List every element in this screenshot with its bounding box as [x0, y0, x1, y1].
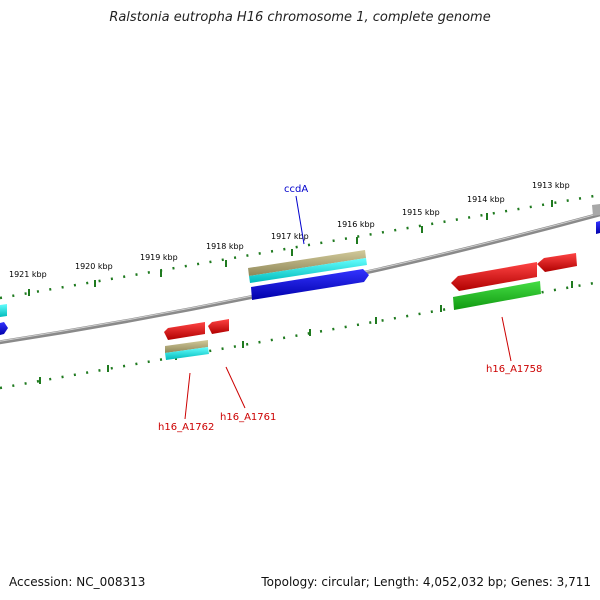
- gene-label-h16_A1758[interactable]: h16_A1758: [486, 364, 542, 375]
- upper-tick-ruler: [0, 193, 600, 300]
- tick-label: 1915 kbp: [402, 208, 440, 217]
- h16_A1761-leader-line: [225, 366, 246, 409]
- genome-title: Ralstonia eutropha H16 chromosome 1, com…: [109, 10, 491, 25]
- feature-misc[interactable]: [248, 250, 366, 276]
- gene-forward-arrow[interactable]: [596, 221, 600, 234]
- gene-ccdA-arrow[interactable]: [251, 269, 369, 300]
- tick-label: 1920 kbp: [75, 262, 113, 271]
- gene-h16_A1761-arrow[interactable]: [208, 319, 229, 334]
- gene-h16_A1762-arrow[interactable]: [164, 322, 205, 340]
- tick-label: 1919 kbp: [140, 253, 178, 262]
- genome-summary-text: Topology: circular; Length: 4,052,032 bp…: [261, 575, 591, 589]
- feature-cds[interactable]: [165, 347, 209, 360]
- gene-label-h16_A1761[interactable]: h16_A1761: [220, 412, 276, 423]
- feature-cds[interactable]: [249, 258, 367, 283]
- tick-label: 1916 kbp: [337, 220, 375, 229]
- tick-label: 1921 kbp: [9, 270, 47, 279]
- feature-misc[interactable]: [165, 340, 208, 353]
- feature-rrna[interactable]: [453, 281, 541, 310]
- gene-label-h16_A1762[interactable]: h16_A1762: [158, 422, 214, 433]
- gene-label-ccdA[interactable]: ccdA: [284, 184, 308, 195]
- lower-tick-ruler: [0, 280, 600, 390]
- feature-misc[interactable]: [592, 204, 600, 216]
- accession-text: Accession: NC_008313: [9, 575, 146, 589]
- upper-major-ticks: [28, 200, 553, 296]
- feature-cds[interactable]: [0, 304, 7, 317]
- tick-label: 1914 kbp: [467, 195, 505, 204]
- gene-reverse-arrow[interactable]: [537, 253, 577, 272]
- tick-label: 1918 kbp: [206, 242, 244, 251]
- ccdA-leader-line: [295, 195, 305, 245]
- gene-h16_A1758-arrow[interactable]: [451, 262, 537, 291]
- tick-label: 1913 kbp: [532, 181, 570, 190]
- h16_A1758-leader-line: [501, 316, 512, 362]
- h16_A1762-leader-line: [184, 372, 191, 420]
- tick-label: 1917 kbp: [271, 232, 309, 241]
- gene-forward-arrow[interactable]: [0, 322, 8, 335]
